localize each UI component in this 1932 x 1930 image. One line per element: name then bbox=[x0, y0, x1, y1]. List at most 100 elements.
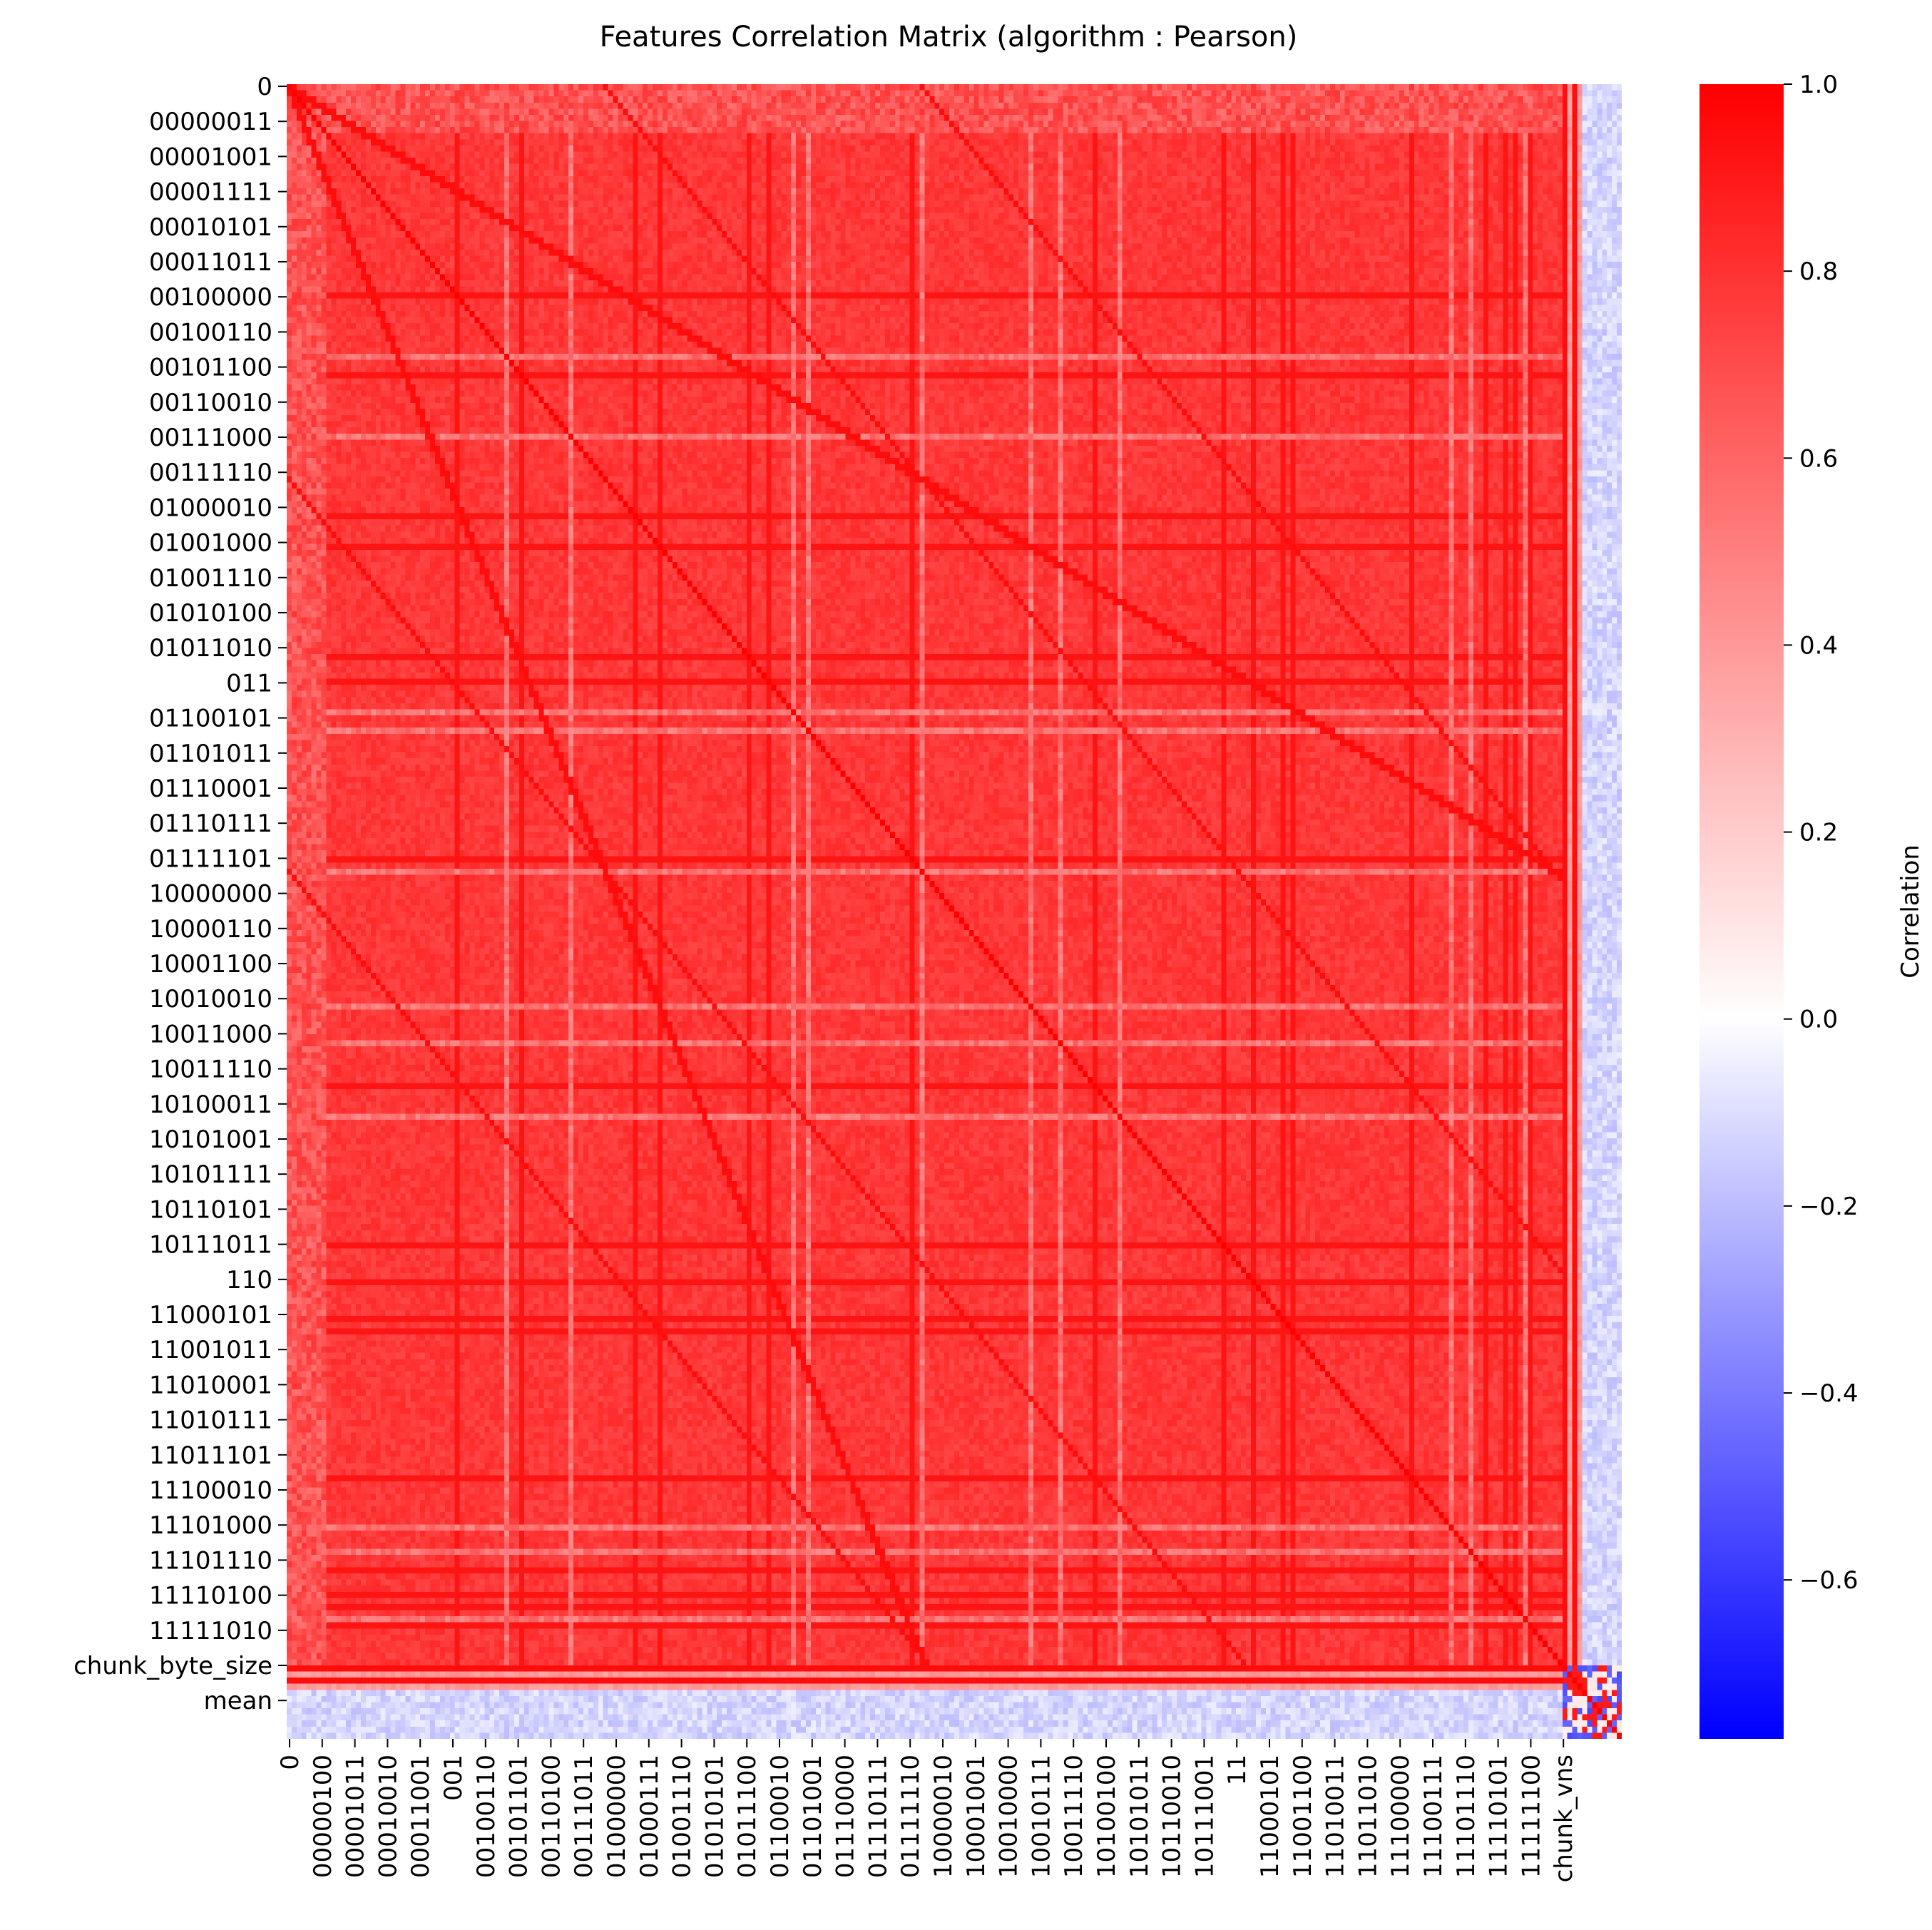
y-tick-label: 11101000 bbox=[149, 1511, 272, 1540]
x-tick-label: 001 bbox=[439, 1755, 468, 1801]
x-tick-label: 11111100 bbox=[1517, 1755, 1545, 1878]
x-tick-label: 10010000 bbox=[995, 1755, 1023, 1878]
x-tick-label: 10001001 bbox=[962, 1755, 991, 1878]
y-tick-label: 00001001 bbox=[149, 143, 272, 171]
y-tick-label: 11001011 bbox=[149, 1336, 272, 1364]
colorbar-tick-label: 1.0 bbox=[1799, 71, 1838, 99]
x-tick-label: 0 bbox=[276, 1755, 305, 1770]
x-tick-label: 01110000 bbox=[832, 1755, 860, 1878]
x-tick-label: 11100111 bbox=[1419, 1755, 1448, 1878]
x-tick-label: 10000010 bbox=[929, 1755, 958, 1878]
y-tick-label: 01000010 bbox=[149, 494, 272, 522]
colorbar-tick-label: 0.4 bbox=[1799, 631, 1838, 660]
y-tick-label: 01001110 bbox=[149, 564, 272, 593]
y-tick-label: 00100000 bbox=[149, 283, 272, 312]
x-tick-label: 01010101 bbox=[700, 1755, 729, 1878]
colorbar: 1.0 0.8 0.6 0.4 0.2 0.0 −0.2 −0.4 −0.6 Correlati… bbox=[1700, 71, 1925, 1739]
y-tick-label: 10110101 bbox=[149, 1195, 272, 1224]
x-tick-label: 01000111 bbox=[635, 1755, 664, 1878]
y-tick-label: 10101111 bbox=[149, 1160, 272, 1189]
y-tick-label: 00000011 bbox=[149, 108, 272, 136]
y-tick-label: chunk_byte_size bbox=[73, 1652, 272, 1680]
y-tick-label: 0 bbox=[257, 73, 272, 101]
x-tick-label: 00110100 bbox=[537, 1755, 566, 1878]
y-tick-label: 00001111 bbox=[149, 178, 272, 207]
x-tick-label: 11001100 bbox=[1289, 1755, 1317, 1878]
x-tick-label: 10110010 bbox=[1158, 1755, 1187, 1878]
colorbar-ticks: 1.0 0.8 0.6 0.4 0.2 0.0 −0.2 −0.4 −0.6 bbox=[1784, 71, 1859, 1595]
colorbar-tick-label: −0.2 bbox=[1799, 1193, 1859, 1221]
colorbar-label: Correlation bbox=[1896, 844, 1925, 978]
x-tick-label: 01111110 bbox=[896, 1755, 925, 1878]
x-tick-label: 11 bbox=[1223, 1755, 1252, 1785]
y-tick-label: 11000101 bbox=[149, 1301, 272, 1329]
y-tick-label: 00111110 bbox=[149, 459, 272, 487]
x-tick-label: 01101001 bbox=[799, 1755, 827, 1878]
y-tick-label: 10011110 bbox=[149, 1056, 272, 1084]
y-tick-label: 10100011 bbox=[149, 1091, 272, 1119]
y-tick-label: 01001000 bbox=[149, 529, 272, 558]
y-tick-label: 011 bbox=[226, 669, 272, 698]
y-tick-label: 10111011 bbox=[149, 1231, 272, 1260]
y-tick-label: 11111010 bbox=[149, 1617, 272, 1645]
chart-title: Features Correlation Matrix (algorithm :… bbox=[600, 21, 1298, 53]
y-tick-label: 10001100 bbox=[149, 950, 272, 979]
x-tick-label: 01011100 bbox=[733, 1755, 762, 1878]
colorbar-gradient bbox=[1700, 84, 1784, 1739]
y-tick-label: mean bbox=[204, 1687, 272, 1715]
x-tick-label: 10100100 bbox=[1093, 1755, 1121, 1878]
x-tick-label: 11011010 bbox=[1354, 1755, 1382, 1878]
y-tick-label: 01111101 bbox=[149, 844, 272, 873]
x-tick-label: 11100000 bbox=[1386, 1755, 1415, 1878]
y-tick-label: 10101001 bbox=[149, 1125, 272, 1154]
y-tick-label: 01110001 bbox=[149, 775, 272, 803]
y-tick-label: 11010001 bbox=[149, 1371, 272, 1399]
x-tick-label: 10011110 bbox=[1060, 1755, 1088, 1878]
y-tick-label: 00100110 bbox=[149, 318, 272, 347]
x-tick-label: 00010010 bbox=[374, 1755, 402, 1878]
x-tick-label: 10111001 bbox=[1190, 1755, 1219, 1878]
colorbar-tick-label: −0.4 bbox=[1799, 1379, 1859, 1408]
y-tick-label: 01110111 bbox=[149, 810, 272, 838]
y-tick-label: 11100010 bbox=[149, 1476, 272, 1505]
y-tick-label: 11010111 bbox=[149, 1406, 272, 1435]
x-tick-label: 11110101 bbox=[1485, 1755, 1513, 1878]
x-tick-label: 11000101 bbox=[1256, 1755, 1284, 1878]
y-tick-label: 01100101 bbox=[149, 705, 272, 733]
x-tick-label: chunk_vns bbox=[1550, 1755, 1578, 1882]
y-tick-label: 11101110 bbox=[149, 1546, 272, 1575]
x-tick-label: 00001011 bbox=[342, 1755, 370, 1878]
x-tick-label: 00011001 bbox=[407, 1755, 435, 1878]
colorbar-tick-label: −0.6 bbox=[1799, 1566, 1859, 1595]
x-tick-label: 01000000 bbox=[603, 1755, 631, 1878]
x-tick-label: 10010111 bbox=[1027, 1755, 1056, 1878]
colorbar-tick-label: 0.8 bbox=[1799, 257, 1838, 286]
x-tick-label: 11010011 bbox=[1322, 1755, 1350, 1878]
x-axis: 0 00000100 00001011 00010010 00011001 001 0010… bbox=[276, 1739, 1578, 1882]
y-tick-label: 10000110 bbox=[149, 915, 272, 944]
y-tick-label: 01010100 bbox=[149, 599, 272, 628]
x-tick-label: 00000100 bbox=[309, 1755, 337, 1878]
y-tick-label: 00101100 bbox=[149, 354, 272, 382]
y-tick-label: 01011010 bbox=[149, 634, 272, 663]
y-tick-label: 11011101 bbox=[149, 1441, 272, 1470]
y-tick-label: 10000000 bbox=[149, 880, 272, 909]
heatmap-cells bbox=[287, 84, 1622, 1739]
x-tick-label: 01100010 bbox=[766, 1755, 794, 1878]
y-tick-label: 10011000 bbox=[149, 1020, 272, 1048]
x-tick-label: 00111011 bbox=[570, 1755, 598, 1878]
colorbar-tick-label: 0.2 bbox=[1799, 819, 1838, 847]
x-tick-label: 10101011 bbox=[1125, 1755, 1154, 1878]
colorbar-tick-label: 0.0 bbox=[1799, 1006, 1838, 1034]
y-tick-label: 00010101 bbox=[149, 213, 272, 242]
x-tick-label: 11101110 bbox=[1452, 1755, 1481, 1878]
y-tick-label: 10010010 bbox=[149, 985, 272, 1013]
x-tick-label: 00100110 bbox=[472, 1755, 501, 1878]
x-tick-label: 00101101 bbox=[505, 1755, 533, 1878]
y-tick-label: 11110100 bbox=[149, 1582, 272, 1610]
x-tick-label: 01001110 bbox=[668, 1755, 697, 1878]
colorbar-tick-label: 0.6 bbox=[1799, 444, 1838, 473]
x-tick-label: 01110111 bbox=[864, 1755, 892, 1878]
y-tick-label: 00110010 bbox=[149, 389, 272, 417]
